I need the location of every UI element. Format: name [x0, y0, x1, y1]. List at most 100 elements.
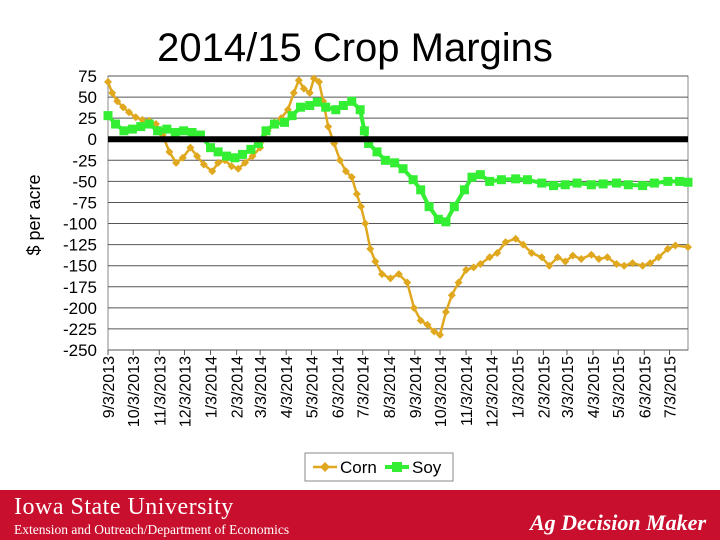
- data-point-corn: [638, 261, 647, 270]
- data-point-soy: [638, 181, 648, 191]
- y-tick-label: 0: [88, 130, 97, 149]
- x-tick-label: 9/3/2013: [101, 356, 118, 418]
- data-point-soy: [560, 180, 570, 190]
- data-point-corn: [172, 158, 181, 167]
- data-point-soy: [549, 181, 559, 191]
- data-point-corn: [104, 77, 112, 86]
- data-point-soy: [119, 126, 129, 136]
- data-point-corn: [371, 257, 380, 266]
- x-tick-label: 3/3/2014: [253, 356, 270, 418]
- data-point-corn: [352, 190, 361, 199]
- data-point-corn: [423, 320, 432, 329]
- data-point-soy: [127, 124, 137, 134]
- data-point-soy: [496, 175, 506, 185]
- x-tick-label: 11/3/2014: [459, 356, 476, 426]
- data-point-soy: [612, 178, 622, 188]
- data-point-corn: [671, 241, 680, 250]
- data-point-corn: [603, 253, 612, 262]
- data-point-soy: [187, 127, 197, 137]
- data-point-soy: [649, 178, 659, 188]
- legend: Corn Soy: [304, 452, 454, 482]
- y-axis-ticks: 75 50 25 0 -25 -50 -75 -100 -125 -150 -175 -200 -225…: [63, 67, 97, 360]
- x-tick-label: 11/3/2013: [152, 356, 169, 426]
- data-point-corn: [165, 147, 174, 156]
- x-tick-label: 2/3/2015: [536, 356, 553, 418]
- data-point-corn: [436, 330, 445, 339]
- data-point-soy: [408, 175, 418, 185]
- data-point-corn: [441, 308, 450, 317]
- data-point-soy: [321, 102, 331, 112]
- data-point-soy: [416, 185, 426, 195]
- data-point-soy: [522, 175, 532, 185]
- data-point-soy: [170, 127, 180, 137]
- y-tick-label: -25: [72, 151, 97, 170]
- y-tick-label: -175: [63, 278, 97, 297]
- data-point-soy: [372, 147, 382, 157]
- y-tick-label: -200: [63, 299, 97, 318]
- data-point-corn: [430, 327, 439, 336]
- data-point-soy: [222, 151, 232, 161]
- x-tick-label: 10/3/2013: [126, 356, 143, 427]
- data-point-corn: [493, 249, 502, 258]
- data-point-soy: [424, 202, 434, 212]
- y-axis-label: $ per acre: [24, 174, 44, 255]
- y-tick-label: -125: [63, 236, 97, 255]
- data-point-corn: [186, 143, 195, 152]
- data-point-corn: [378, 270, 387, 279]
- chart-title-text: 2014/15 Crop Margins: [157, 26, 553, 70]
- data-point-corn: [208, 167, 217, 176]
- x-tick-label: 6/3/2015: [637, 356, 654, 418]
- data-point-corn: [646, 259, 655, 268]
- data-point-corn: [113, 97, 122, 106]
- x-tick-label: 5/3/2015: [611, 356, 628, 418]
- data-point-soy: [269, 119, 279, 129]
- y-tick-label: -75: [72, 193, 97, 212]
- y-tick-label: -50: [72, 172, 97, 191]
- data-point-soy: [338, 101, 348, 111]
- data-point-soy: [537, 178, 547, 188]
- x-tick-label: 12/3/2014: [484, 356, 501, 427]
- data-point-corn: [125, 108, 134, 117]
- y-tick-label: 50: [78, 88, 97, 107]
- data-point-corn: [553, 253, 562, 262]
- data-point-soy: [237, 149, 247, 159]
- legend-box: [304, 452, 454, 482]
- y-tick-label: -250: [63, 341, 97, 360]
- data-point-corn: [577, 254, 586, 263]
- data-point-soy: [261, 126, 271, 136]
- data-point-corn: [248, 152, 257, 161]
- data-point-corn: [108, 88, 117, 97]
- chart-title: 2014/15 Crop Margins: [0, 26, 720, 71]
- data-point-corn: [511, 234, 520, 243]
- data-point-corn: [561, 257, 570, 266]
- x-axis-ticks: 9/3/2013 10/3/2013 11/3/2013 12/3/2013 1/3/2…: [101, 356, 680, 427]
- data-point-soy: [572, 178, 582, 188]
- y-tick-label: -150: [63, 257, 97, 276]
- y-tick-label: -100: [63, 215, 97, 234]
- data-point-soy: [359, 126, 369, 136]
- data-point-soy: [364, 138, 374, 148]
- data-point-soy: [331, 105, 341, 115]
- data-point-corn: [620, 261, 629, 270]
- data-point-corn: [462, 265, 471, 274]
- data-point-corn: [501, 238, 510, 247]
- data-point-corn: [527, 249, 536, 258]
- data-point-corn: [341, 167, 350, 176]
- data-point-soy: [312, 97, 322, 107]
- chart: 75 50 25 0 -25 -50 -75 -100 -125 -150 -175 -200 -225…: [24, 67, 693, 482]
- x-tick-label: 1/3/2015: [510, 356, 527, 418]
- data-point-corn: [628, 259, 637, 268]
- data-point-corn: [568, 251, 577, 260]
- data-point-corn: [366, 244, 375, 253]
- data-point-soy: [433, 214, 443, 224]
- data-point-soy: [162, 124, 172, 134]
- data-point-soy: [675, 176, 685, 186]
- x-tick-label: 7/3/2015: [663, 356, 680, 418]
- data-point-soy: [467, 172, 477, 182]
- data-point-corn: [416, 316, 425, 325]
- data-point-corn: [454, 278, 463, 287]
- data-point-corn: [199, 160, 208, 169]
- data-point-corn: [289, 88, 298, 97]
- y-tick-label: 25: [78, 109, 97, 128]
- data-point-soy: [380, 155, 390, 165]
